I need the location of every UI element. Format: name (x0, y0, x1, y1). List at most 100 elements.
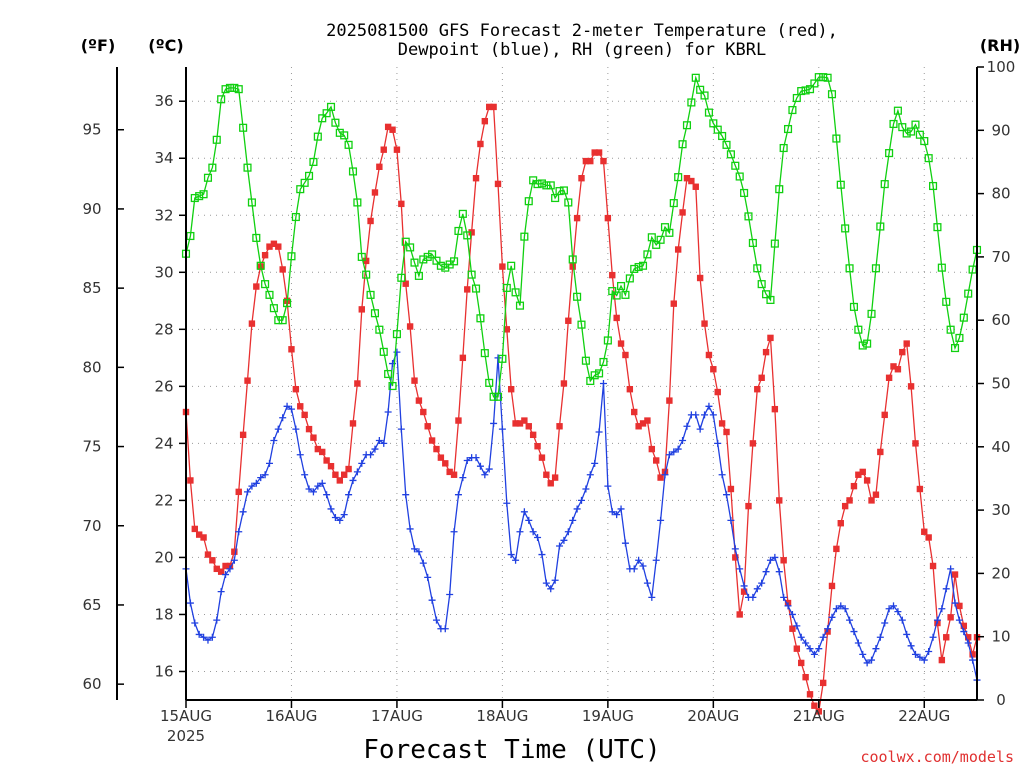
dewpoint-point (718, 471, 726, 479)
rh-point (753, 264, 762, 273)
temperature-point (367, 217, 374, 225)
rh-tick-label: 40 (991, 438, 1010, 456)
temperature-point (455, 417, 462, 424)
temperature-point (565, 317, 572, 324)
rh-point (265, 290, 274, 299)
temperature-point (758, 374, 765, 381)
dewpoint-point (775, 568, 783, 576)
temperature-point (301, 411, 308, 419)
temperature-point (740, 588, 748, 595)
rh-point (656, 235, 665, 244)
dewpoint-point (951, 599, 959, 607)
temperature-point (310, 434, 317, 441)
dewpoint-point (547, 585, 555, 593)
rh-point (792, 93, 801, 103)
rh-point (740, 188, 749, 198)
dewpoint-point (226, 565, 234, 573)
temperature-point (631, 408, 638, 416)
dewpoint-point (459, 474, 467, 482)
series-layer (181, 73, 982, 715)
temperature-point (534, 443, 541, 450)
temperature-point (323, 457, 330, 464)
rh-point (581, 356, 590, 365)
dewpoint-point (230, 556, 238, 564)
temperature-point (332, 471, 339, 478)
rh-point (950, 344, 960, 353)
dewpoint-point (771, 553, 779, 561)
rh-point (700, 91, 709, 100)
temperature-point (811, 702, 818, 709)
rh-tick-label: 0 (996, 691, 1006, 709)
dewpoint-point (749, 593, 757, 601)
temperature-point (666, 397, 673, 404)
temperature-point (846, 497, 853, 504)
temperature-point (305, 425, 313, 433)
dewpoint-point (248, 482, 256, 490)
rh-point (880, 180, 889, 189)
temperature-point (529, 431, 537, 439)
temperature-point (420, 408, 427, 416)
rh-point (388, 381, 397, 391)
dewpoint-point (925, 648, 933, 656)
rh-point (533, 180, 542, 189)
temperature-point (494, 180, 502, 188)
temperature-point (899, 348, 906, 356)
temperature-point (868, 497, 875, 504)
dewpoint-point (621, 539, 629, 547)
temperature-point (670, 300, 677, 307)
temperature-point (613, 314, 620, 322)
rh-unit-label: (RH) (980, 36, 1020, 55)
dewpoint-line (185, 351, 978, 681)
rh-point (296, 185, 305, 194)
temperature-point (459, 354, 467, 362)
dewpoint-point (933, 616, 941, 624)
dewpoint-point (538, 551, 546, 559)
dewpoint-point (406, 525, 414, 533)
dewpoint-point (639, 562, 647, 570)
rh-point (423, 252, 432, 261)
dewpoint-point (828, 613, 836, 621)
dewpoint-point (331, 514, 339, 522)
celsius-tick-label: 20 (154, 548, 173, 566)
grid-lines (186, 67, 977, 700)
dewpoint-point (384, 408, 392, 416)
rh-point (783, 124, 793, 134)
rh-point (959, 313, 968, 322)
rh-point (867, 309, 876, 318)
rh-point (278, 316, 287, 325)
dewpoint-point (305, 485, 313, 493)
rh-point (573, 292, 582, 301)
dewpoint-point (692, 411, 700, 419)
dewpoint-point (353, 468, 361, 476)
rh-point (603, 336, 612, 345)
temperature-point (406, 323, 414, 330)
temperature-point (872, 491, 880, 498)
temperature-point (587, 157, 594, 165)
rh-point (678, 140, 687, 149)
rh-point (436, 261, 445, 270)
dewpoint-point (806, 645, 814, 653)
rh-point (766, 295, 775, 304)
temperature-point (828, 582, 836, 590)
temperature-point (442, 460, 449, 467)
rh-point (942, 297, 951, 306)
temperature-point (622, 351, 629, 359)
temperature-point (894, 366, 902, 373)
temperature-point (516, 420, 524, 427)
dewpoint-point (564, 528, 572, 536)
temperature-point (569, 263, 576, 270)
temperature-point (389, 126, 396, 133)
celsius-tick-label: 28 (154, 320, 173, 338)
dewpoint-point (604, 482, 612, 490)
rh-point (252, 233, 261, 242)
dewpoint-point (450, 528, 458, 536)
dewpoint-point (494, 354, 502, 362)
x-tick-label: 16AUG (265, 707, 317, 725)
rh-point (348, 167, 358, 176)
dewpoint-point (903, 630, 911, 638)
dewpoint-point (802, 639, 810, 647)
dewpoint-point (854, 639, 862, 647)
rh-point (876, 222, 885, 231)
temperature-point (762, 348, 770, 356)
dewpoint-point (270, 437, 278, 445)
